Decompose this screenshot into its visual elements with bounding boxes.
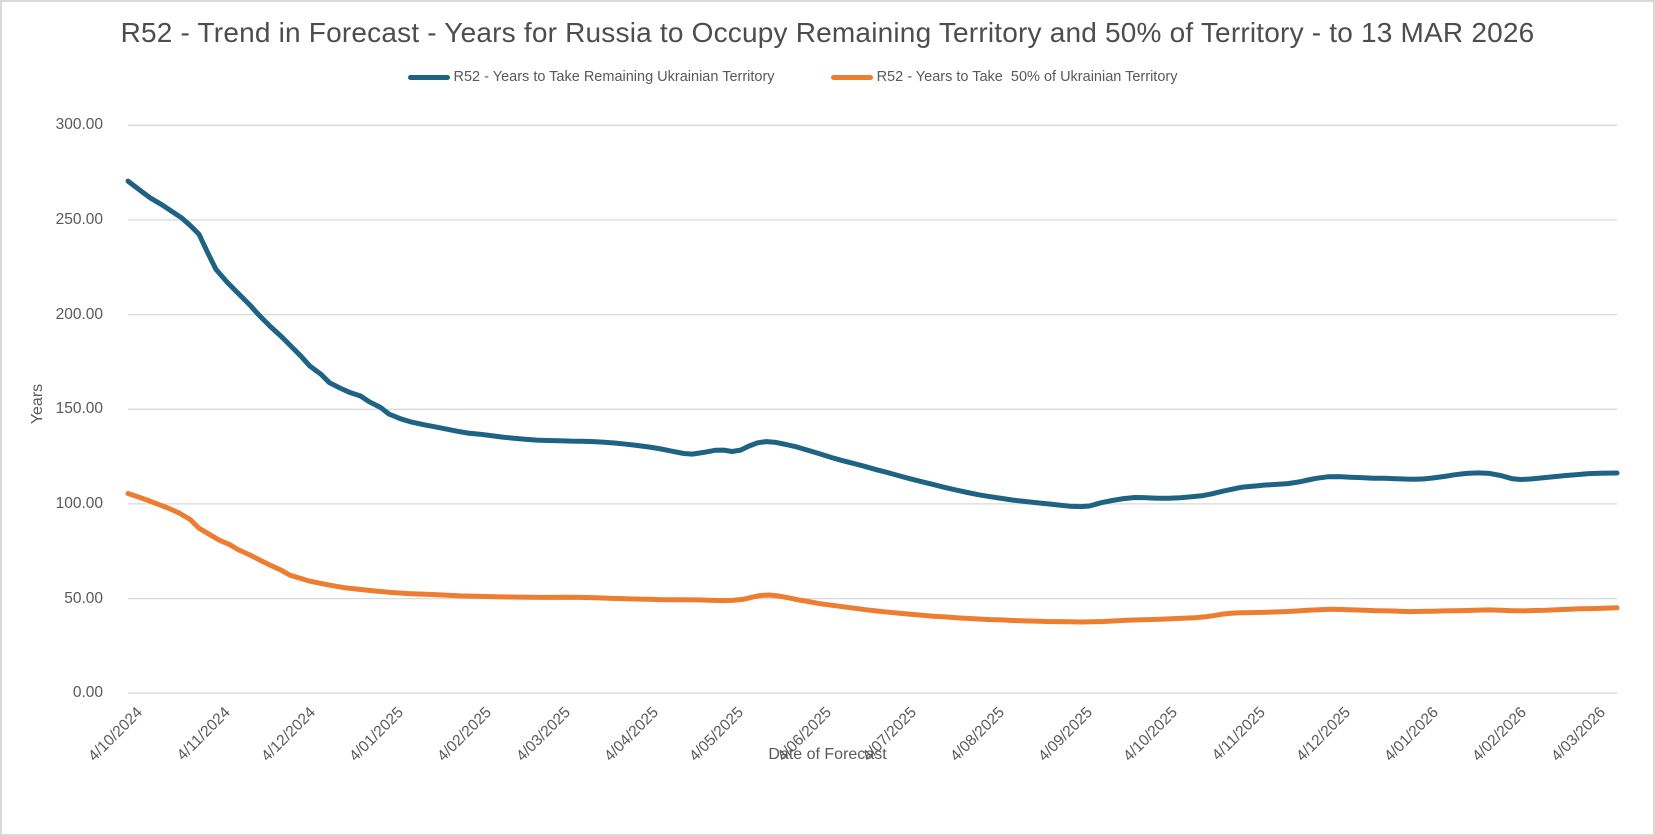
legend-item-remaining-territory: R52 - Years to Take Remaining Ukrainian … <box>407 69 775 85</box>
y-tick-label: 200.00 <box>55 306 103 323</box>
series-line-remaining-territory <box>125 178 1620 510</box>
series-line-50pct-territory <box>125 491 1620 625</box>
y-tick-label: 300.00 <box>55 116 103 133</box>
x-axis-title: Date of Forecast <box>768 746 887 763</box>
y-tick-label: 0.00 <box>72 684 103 701</box>
legend-swatch-icon <box>407 74 450 80</box>
y-tick-label: 50.00 <box>64 590 103 607</box>
y-tick-label: 250.00 <box>55 211 103 228</box>
legend-swatch-icon <box>830 74 873 80</box>
legend-label: R52 - Years to Take 50% of Ukrainian Ter… <box>876 69 1178 85</box>
y-axis-title: Years <box>29 383 46 425</box>
legend-item-50pct-territory: R52 - Years to Take 50% of Ukrainian Ter… <box>830 69 1178 85</box>
y-tick-label: 100.00 <box>55 495 103 512</box>
legend-label: R52 - Years to Take Remaining Ukrainian … <box>453 69 775 85</box>
y-tick-label: 150.00 <box>55 400 103 417</box>
chart-title: R52 - Trend in Forecast - Years for Russ… <box>120 17 1535 48</box>
chart-legend: R52 - Years to Take Remaining Ukrainian … <box>0 69 1585 85</box>
